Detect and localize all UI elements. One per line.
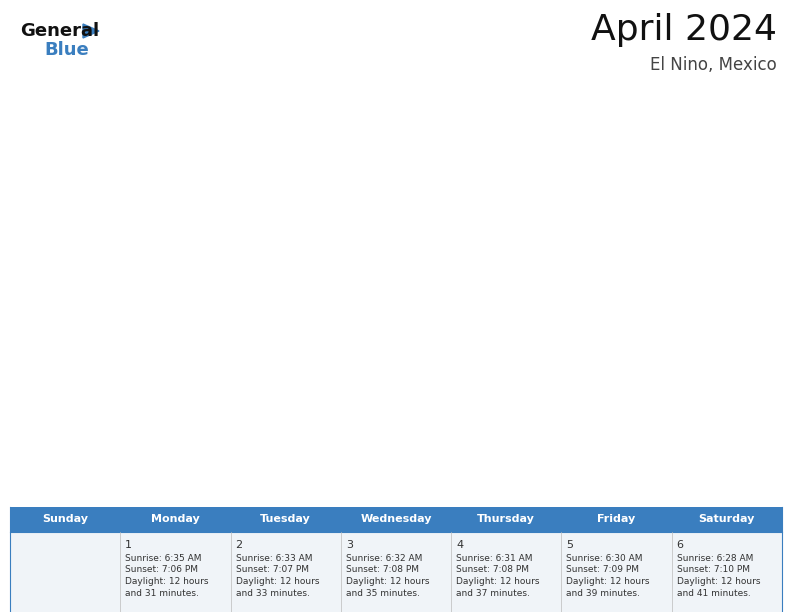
Text: Wednesday: Wednesday [360,515,432,524]
Text: Daylight: 12 hours: Daylight: 12 hours [125,577,209,586]
Bar [10,507,782,532]
Text: 1: 1 [125,540,132,550]
Text: and 33 minutes.: and 33 minutes. [235,589,310,597]
Polygon shape [83,24,99,38]
Text: and 41 minutes.: and 41 minutes. [676,589,751,597]
Text: 3: 3 [346,540,353,550]
Text: Thursday: Thursday [478,515,535,524]
Text: Daylight: 12 hours: Daylight: 12 hours [235,577,319,586]
Text: Sunrise: 6:30 AM: Sunrise: 6:30 AM [566,554,643,563]
Bar [10,532,782,612]
Text: Sunday: Sunday [42,515,88,524]
Text: Sunset: 7:06 PM: Sunset: 7:06 PM [125,565,198,575]
Text: Sunrise: 6:32 AM: Sunrise: 6:32 AM [346,554,422,563]
Text: 4: 4 [456,540,463,550]
Text: Tuesday: Tuesday [261,515,311,524]
Text: Friday: Friday [597,515,636,524]
Text: Sunset: 7:08 PM: Sunset: 7:08 PM [346,565,419,575]
Text: Saturday: Saturday [699,515,755,524]
Text: Daylight: 12 hours: Daylight: 12 hours [456,577,539,586]
Text: Sunrise: 6:33 AM: Sunrise: 6:33 AM [235,554,312,563]
Text: Sunrise: 6:28 AM: Sunrise: 6:28 AM [676,554,753,563]
Text: and 37 minutes.: and 37 minutes. [456,589,530,597]
Text: Sunset: 7:09 PM: Sunset: 7:09 PM [566,565,639,575]
Text: Sunset: 7:07 PM: Sunset: 7:07 PM [235,565,309,575]
Text: El Nino, Mexico: El Nino, Mexico [650,56,777,74]
Text: Blue: Blue [44,41,89,59]
Text: Daylight: 12 hours: Daylight: 12 hours [346,577,429,586]
Text: 5: 5 [566,540,573,550]
Text: Sunset: 7:08 PM: Sunset: 7:08 PM [456,565,529,575]
Text: Daylight: 12 hours: Daylight: 12 hours [676,577,760,586]
Text: General: General [20,22,99,40]
Text: and 35 minutes.: and 35 minutes. [346,589,420,597]
Text: Sunrise: 6:35 AM: Sunrise: 6:35 AM [125,554,202,563]
Text: 2: 2 [235,540,242,550]
Text: 6: 6 [676,540,683,550]
Text: Sunrise: 6:31 AM: Sunrise: 6:31 AM [456,554,533,563]
Text: and 39 minutes.: and 39 minutes. [566,589,640,597]
Text: Sunset: 7:10 PM: Sunset: 7:10 PM [676,565,750,575]
Text: April 2024: April 2024 [591,13,777,47]
Text: and 31 minutes.: and 31 minutes. [125,589,199,597]
Text: Monday: Monday [151,515,200,524]
Text: Daylight: 12 hours: Daylight: 12 hours [566,577,650,586]
